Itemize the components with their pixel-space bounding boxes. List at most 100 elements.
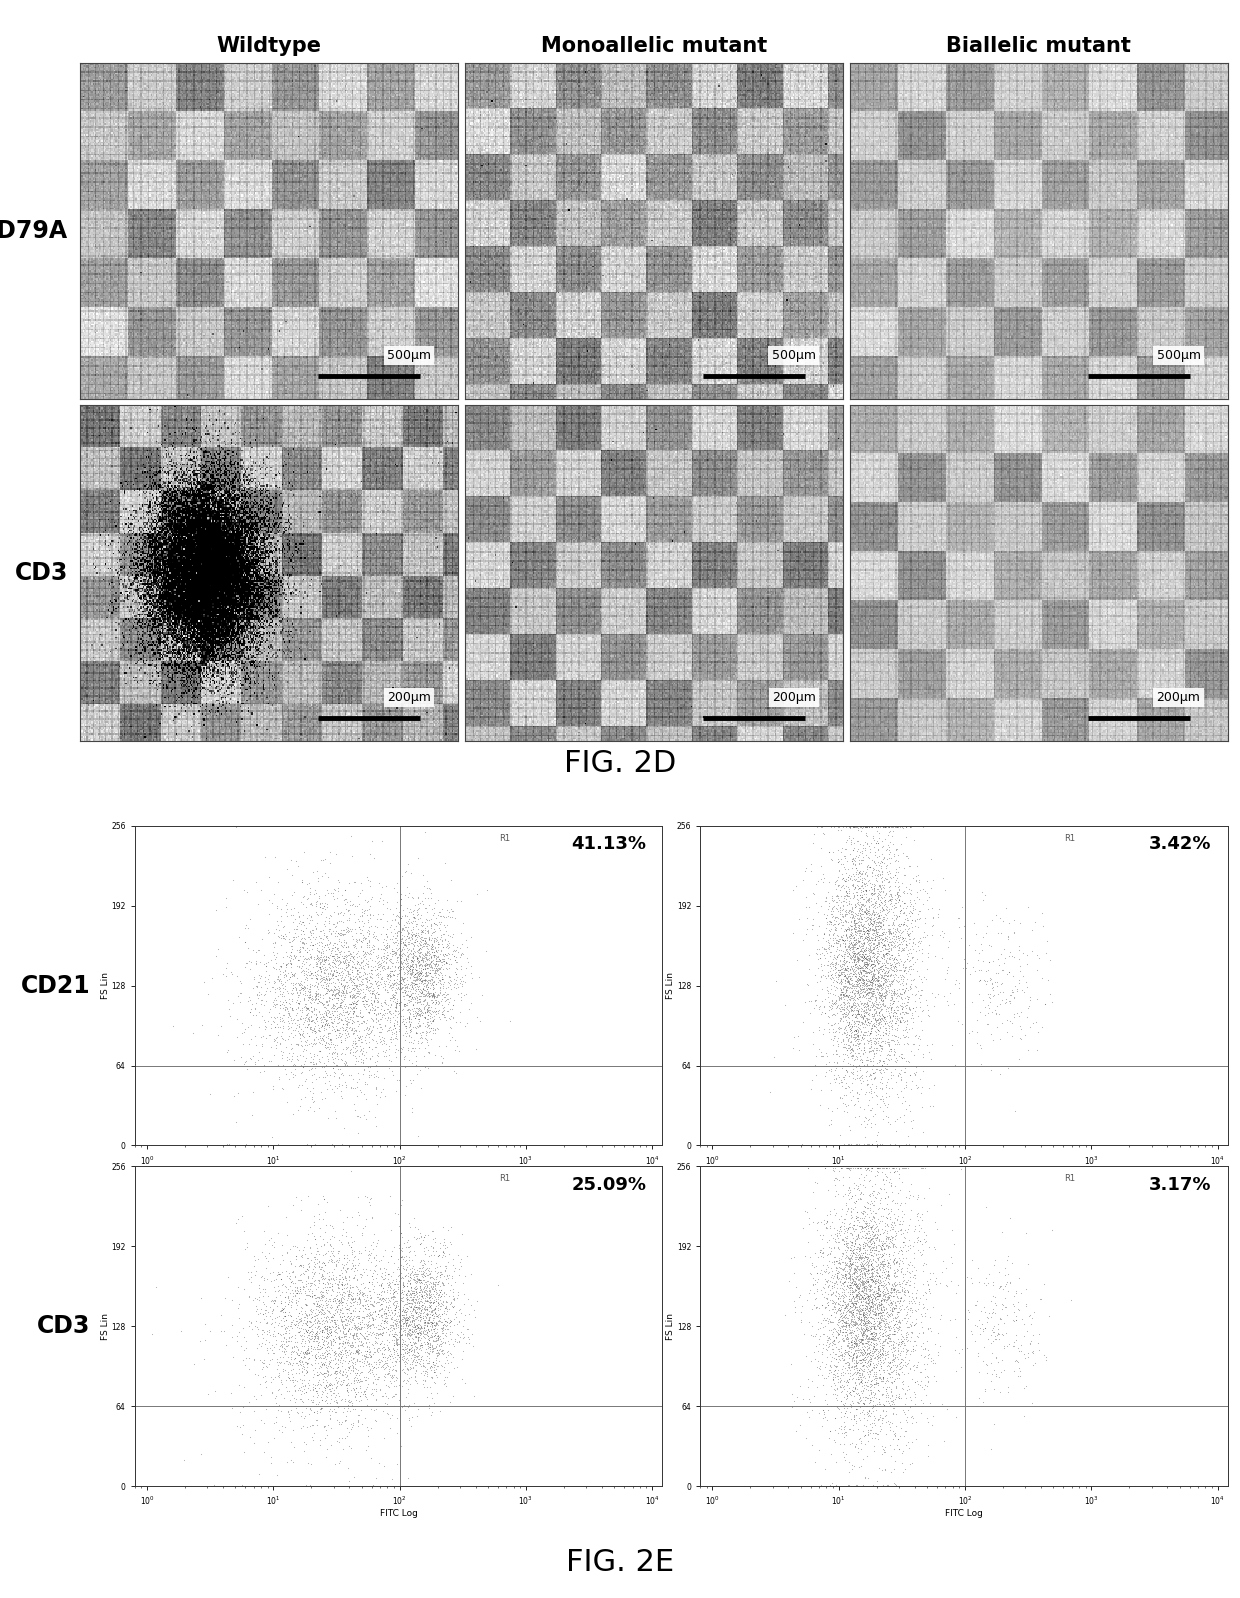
Point [410, 956, 430, 981]
Point [401, 1312, 420, 1338]
Point [869, 1026, 889, 1051]
Point [417, 1360, 436, 1385]
Point [293, 1020, 312, 1045]
Point [420, 1309, 440, 1334]
Point [838, 1000, 858, 1026]
Point [304, 996, 324, 1021]
Point [857, 901, 877, 927]
Point [285, 1346, 305, 1371]
Point [397, 1286, 417, 1312]
Point [420, 1290, 440, 1315]
Point [986, 1291, 1006, 1317]
Point [882, 1211, 901, 1237]
Point [335, 1312, 355, 1338]
Point [343, 1040, 363, 1066]
Point [866, 1267, 885, 1293]
Point [841, 841, 861, 866]
Point [839, 936, 859, 962]
Point [191, 1441, 211, 1467]
Point [275, 1320, 295, 1346]
Point [304, 1318, 324, 1344]
Point [864, 909, 884, 935]
Point [853, 1323, 873, 1349]
Point [866, 1328, 885, 1354]
Point [853, 1298, 873, 1323]
Point [342, 984, 362, 1010]
Point [835, 952, 854, 978]
Point [389, 975, 409, 1000]
Point [851, 959, 870, 984]
Point [295, 1350, 315, 1376]
Point [983, 1283, 1003, 1309]
Point [877, 1309, 897, 1334]
Point [885, 1155, 905, 1181]
Point [391, 1285, 410, 1310]
Point [856, 1240, 875, 1266]
Point [265, 1306, 285, 1331]
Point [295, 981, 315, 1007]
Point [319, 965, 339, 991]
Point [445, 1270, 465, 1296]
Point [880, 991, 900, 1016]
Point [866, 1210, 885, 1235]
Point [810, 994, 830, 1020]
Point [877, 1085, 897, 1111]
Point [945, 1051, 965, 1077]
Point [864, 1315, 884, 1341]
Point [315, 1200, 335, 1226]
Point [820, 920, 839, 946]
Point [312, 1298, 332, 1323]
Point [425, 919, 445, 944]
Point [898, 922, 918, 948]
Point [839, 983, 859, 1008]
Point [827, 1262, 847, 1288]
Point [365, 1243, 384, 1269]
Point [883, 1283, 903, 1309]
Point [813, 1238, 833, 1264]
Point [870, 873, 890, 898]
Point [326, 1389, 346, 1414]
Point [434, 935, 454, 960]
Point [372, 1354, 392, 1379]
Point [378, 1401, 398, 1427]
Point [312, 1262, 332, 1288]
Point [863, 882, 883, 908]
Point [846, 994, 866, 1020]
Point [888, 997, 908, 1023]
Point [393, 1326, 413, 1352]
Point [837, 882, 857, 908]
Point [836, 1293, 856, 1318]
Point [358, 1322, 378, 1347]
Point [851, 965, 870, 991]
Point [812, 1240, 832, 1266]
Point [831, 981, 851, 1007]
Point [329, 1005, 348, 1031]
Point [262, 1333, 281, 1358]
Point [856, 951, 875, 976]
Point [269, 1066, 289, 1091]
Point [365, 1000, 384, 1026]
Point [413, 1320, 433, 1346]
Point [820, 1331, 839, 1357]
Point [861, 1028, 880, 1053]
Point [858, 1226, 878, 1251]
Point [856, 1280, 875, 1306]
Point [843, 1285, 863, 1310]
Point [861, 960, 880, 986]
Point [867, 933, 887, 959]
Point [393, 956, 413, 981]
Point [336, 976, 356, 1002]
Point [396, 983, 415, 1008]
Point [854, 1010, 874, 1036]
Point [906, 1072, 926, 1098]
Point [882, 994, 901, 1020]
Point [258, 949, 278, 975]
Point [843, 1299, 863, 1325]
Point [968, 1341, 988, 1366]
Point [324, 1301, 343, 1326]
Point [930, 1333, 950, 1358]
Point [832, 997, 852, 1023]
Point [410, 965, 430, 991]
Point [374, 1341, 394, 1366]
Point [389, 1067, 409, 1093]
